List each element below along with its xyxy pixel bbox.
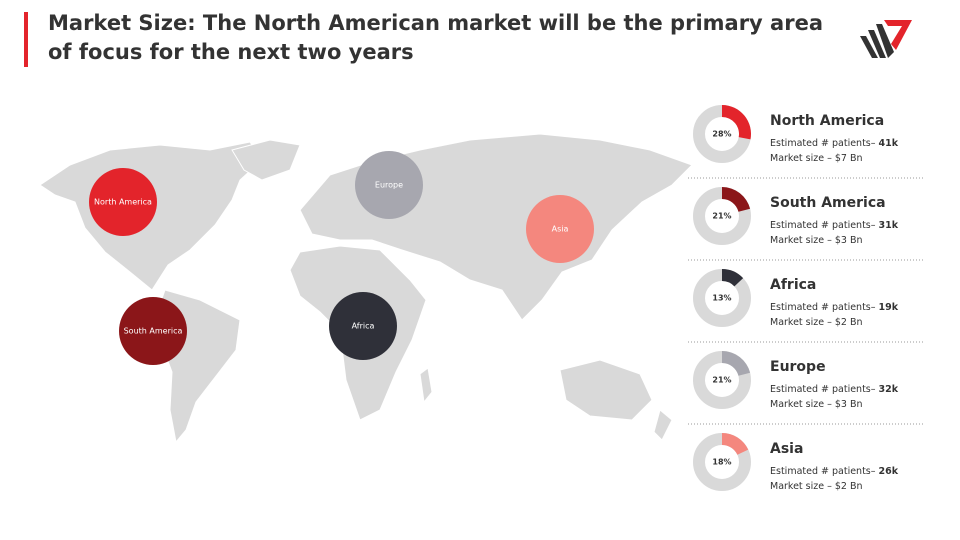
patients-value: 31k bbox=[878, 220, 899, 231]
patients-value: 26k bbox=[878, 466, 899, 477]
region-bubble bbox=[89, 168, 157, 236]
donut-segment bbox=[722, 105, 752, 140]
patients-label: Estimated # patients– bbox=[770, 302, 876, 313]
donut-segment bbox=[722, 187, 751, 212]
donut-label: 28% bbox=[712, 129, 732, 139]
region-label: North America bbox=[94, 197, 152, 207]
market-line: Market size – $3 Bn bbox=[770, 399, 863, 410]
donut-segment bbox=[722, 433, 749, 455]
donut-label: 21% bbox=[712, 211, 732, 221]
donut-label: 18% bbox=[712, 457, 732, 467]
logo bbox=[860, 20, 912, 58]
patients-line: Estimated # patients– 41k bbox=[770, 138, 898, 149]
patients-value: 41k bbox=[878, 138, 899, 149]
region-bubble bbox=[119, 297, 187, 365]
patients-line: Estimated # patients– 26k bbox=[770, 466, 898, 477]
card-title: Africa bbox=[770, 277, 817, 293]
market-line: Market size – $3 Bn bbox=[770, 235, 863, 246]
market-line: Market size – $2 Bn bbox=[770, 317, 863, 328]
region-label: South America bbox=[123, 326, 183, 336]
market-line: Market size – $2 Bn bbox=[770, 481, 863, 492]
patients-line: Estimated # patients– 31k bbox=[770, 220, 898, 231]
region-label: Asia bbox=[551, 224, 569, 234]
donut-label: 21% bbox=[712, 375, 732, 385]
card-title: Asia bbox=[770, 441, 804, 457]
card-title: Europe bbox=[770, 359, 826, 375]
patients-value: 19k bbox=[878, 302, 899, 313]
patients-line: Estimated # patients– 32k bbox=[770, 384, 898, 395]
patients-label: Estimated # patients– bbox=[770, 384, 876, 395]
patients-label: Estimated # patients– bbox=[770, 220, 876, 231]
patients-label: Estimated # patients– bbox=[770, 466, 876, 477]
patients-line: Estimated # patients– 19k bbox=[770, 302, 898, 313]
card-title: South America bbox=[770, 195, 886, 211]
patients-label: Estimated # patients– bbox=[770, 138, 876, 149]
region-bubble bbox=[526, 195, 594, 263]
region-bubble bbox=[355, 151, 423, 219]
region-label: Africa bbox=[351, 321, 375, 331]
donut-label: 13% bbox=[712, 293, 732, 303]
patients-value: 32k bbox=[878, 384, 899, 395]
region-bubble bbox=[329, 292, 397, 360]
market-line: Market size – $7 Bn bbox=[770, 153, 863, 164]
donut-segment bbox=[722, 269, 744, 287]
donut-segment bbox=[722, 351, 751, 376]
card-title: North America bbox=[770, 113, 885, 129]
slide-title: Market Size: The North American market w… bbox=[48, 11, 823, 64]
region-label: Europe bbox=[374, 180, 404, 190]
accent-bar bbox=[24, 12, 28, 67]
